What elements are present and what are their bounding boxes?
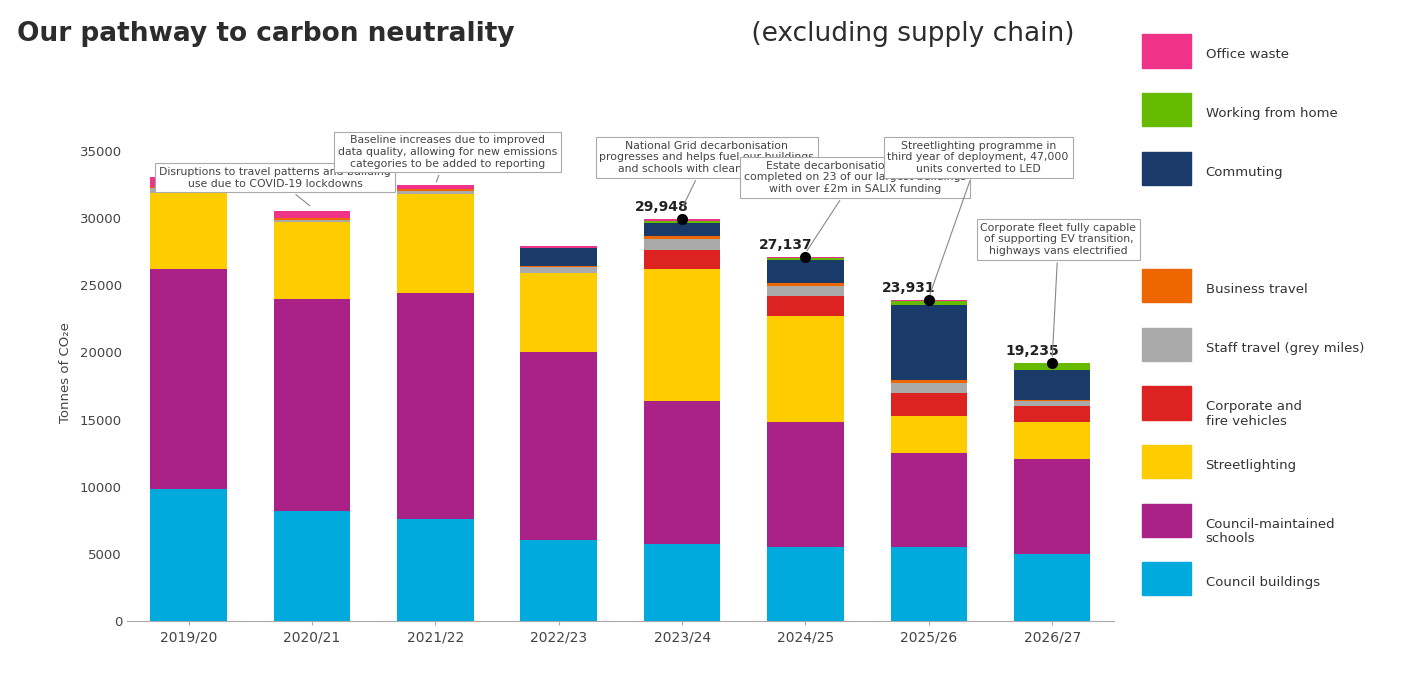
Text: 27,137: 27,137 bbox=[759, 238, 812, 252]
Bar bbox=[151, 186, 227, 188]
Text: Corporate fleet fully capable
of supporting EV transition,
highways vans electri: Corporate fleet fully capable of support… bbox=[980, 223, 1136, 357]
Bar bbox=[891, 416, 967, 453]
Text: 23,931: 23,931 bbox=[883, 281, 936, 295]
Bar bbox=[151, 489, 227, 621]
Bar bbox=[274, 219, 350, 222]
Text: Our pathway to carbon neutrality: Our pathway to carbon neutrality bbox=[17, 21, 515, 47]
Bar bbox=[274, 211, 350, 218]
Bar bbox=[767, 260, 843, 283]
Bar bbox=[767, 422, 843, 547]
Bar bbox=[644, 544, 721, 621]
Bar bbox=[767, 257, 843, 258]
Text: 19,235: 19,235 bbox=[1005, 344, 1059, 358]
Bar bbox=[520, 540, 596, 621]
Bar bbox=[644, 223, 721, 236]
Bar bbox=[1014, 422, 1090, 459]
Bar bbox=[891, 301, 967, 305]
Bar bbox=[767, 258, 843, 260]
Text: Estate decarbonisation work has
completed on 23 of our largest buildings
with ov: Estate decarbonisation work has complete… bbox=[743, 161, 966, 250]
Text: Streetlighting: Streetlighting bbox=[1206, 459, 1297, 472]
Bar bbox=[151, 188, 227, 193]
Bar bbox=[151, 269, 227, 489]
Bar bbox=[520, 273, 596, 353]
Bar bbox=[398, 185, 474, 189]
Bar bbox=[1014, 370, 1090, 400]
Bar bbox=[398, 194, 474, 293]
Bar bbox=[891, 547, 967, 621]
Bar bbox=[520, 266, 596, 267]
Bar bbox=[1014, 406, 1090, 422]
Bar bbox=[1014, 459, 1090, 554]
Y-axis label: Tonnes of CO₂e: Tonnes of CO₂e bbox=[59, 322, 72, 423]
Text: Council-maintained
schools: Council-maintained schools bbox=[1206, 518, 1335, 546]
Bar bbox=[398, 189, 474, 190]
Text: Corporate and
fire vehicles: Corporate and fire vehicles bbox=[1206, 400, 1301, 428]
Bar bbox=[151, 177, 227, 186]
Bar bbox=[767, 283, 843, 286]
Bar bbox=[891, 380, 967, 383]
Text: National Grid decarbonisation
progresses and helps fuel our buildings
and school: National Grid decarbonisation progresses… bbox=[599, 141, 814, 206]
Bar bbox=[767, 296, 843, 316]
Text: Baseline increases due to improved
data quality, allowing for new emissions
cate: Baseline increases due to improved data … bbox=[338, 135, 557, 182]
Text: Business travel: Business travel bbox=[1206, 283, 1307, 296]
Text: Commuting: Commuting bbox=[1206, 166, 1283, 179]
Text: Disruptions to travel patterns and building
use due to COVID-19 lockdowns: Disruptions to travel patterns and build… bbox=[159, 167, 391, 206]
Text: Office waste: Office waste bbox=[1206, 48, 1289, 61]
Text: (excluding supply chain): (excluding supply chain) bbox=[743, 21, 1074, 47]
Bar bbox=[274, 218, 350, 219]
Bar bbox=[891, 383, 967, 393]
Bar bbox=[891, 393, 967, 416]
Bar bbox=[767, 316, 843, 422]
Bar bbox=[644, 239, 721, 250]
Bar bbox=[644, 401, 721, 544]
Bar bbox=[1014, 554, 1090, 621]
Bar bbox=[644, 219, 721, 221]
Text: Council buildings: Council buildings bbox=[1206, 576, 1320, 589]
Bar bbox=[1014, 400, 1090, 401]
Bar bbox=[891, 299, 967, 301]
Bar bbox=[891, 305, 967, 380]
Bar bbox=[644, 269, 721, 401]
Bar bbox=[1014, 401, 1090, 406]
Text: 29,948: 29,948 bbox=[634, 200, 689, 214]
Bar bbox=[398, 190, 474, 194]
Bar bbox=[520, 353, 596, 540]
Text: Streetlighting programme in
third year of deployment, 47,000
units converted to : Streetlighting programme in third year o… bbox=[887, 141, 1069, 295]
Bar bbox=[891, 453, 967, 547]
Bar bbox=[644, 250, 721, 269]
Bar bbox=[398, 293, 474, 519]
Text: Working from home: Working from home bbox=[1206, 107, 1337, 120]
Bar bbox=[520, 267, 596, 273]
Bar bbox=[274, 222, 350, 299]
Text: Staff travel (grey miles): Staff travel (grey miles) bbox=[1206, 342, 1363, 355]
Bar bbox=[398, 519, 474, 621]
Bar bbox=[767, 547, 843, 621]
Bar bbox=[1014, 363, 1090, 370]
Bar bbox=[274, 511, 350, 621]
Bar bbox=[274, 299, 350, 511]
Bar bbox=[644, 236, 721, 239]
Bar bbox=[520, 246, 596, 248]
Bar bbox=[767, 286, 843, 296]
Bar bbox=[644, 221, 721, 223]
Bar bbox=[520, 248, 596, 266]
Bar bbox=[151, 193, 227, 269]
